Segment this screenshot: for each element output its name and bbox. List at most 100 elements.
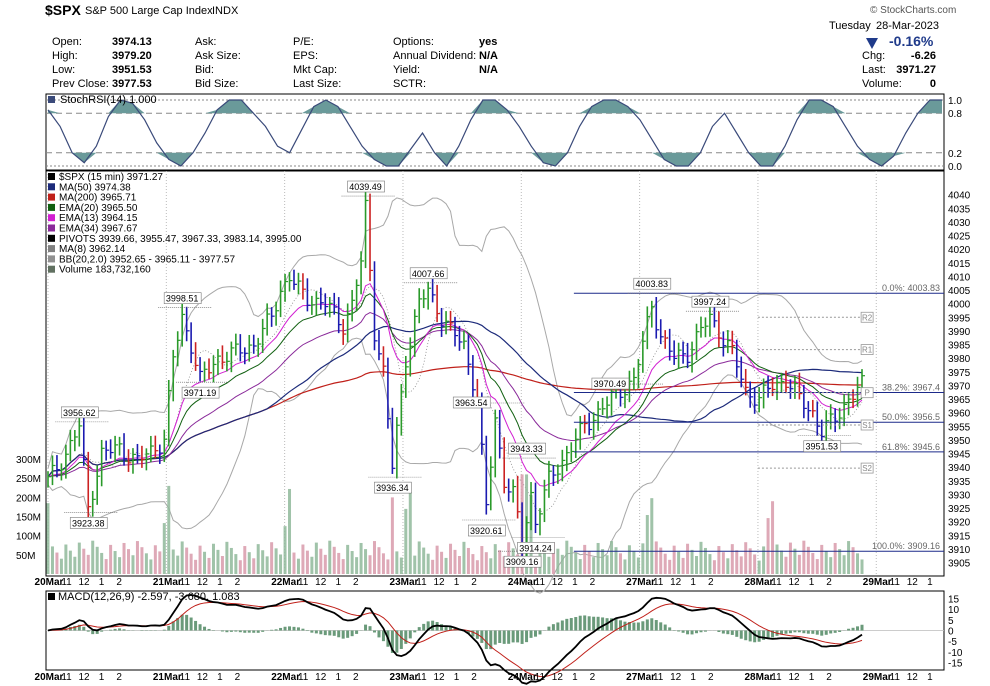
annotation-text-15: 3951.53 bbox=[805, 442, 838, 452]
volume-bar-166 bbox=[788, 542, 792, 574]
price-xlabel-32: 12 bbox=[788, 577, 800, 588]
macd-hist-bar-146 bbox=[699, 630, 703, 633]
volume-bar-38 bbox=[216, 549, 220, 574]
macd-hist-bar-144 bbox=[690, 630, 694, 635]
macd-hist-bar-136 bbox=[654, 620, 658, 631]
macd-hist-bar-59 bbox=[310, 630, 314, 633]
macd-xlabel-8: 1 bbox=[217, 672, 223, 683]
macd-hist-bar-121 bbox=[587, 616, 591, 631]
volume-bar-3 bbox=[59, 558, 63, 574]
price-tick-10: 3955 bbox=[948, 422, 971, 433]
volume-bar-133 bbox=[641, 543, 645, 574]
volume-bar-19 bbox=[131, 555, 135, 574]
volume-bar-111 bbox=[542, 550, 546, 574]
volume-bar-150 bbox=[717, 546, 721, 574]
quote-left-label-2: Low: bbox=[52, 64, 76, 76]
legend-swatch-9 bbox=[48, 265, 55, 273]
price-bar-17 bbox=[123, 433, 128, 466]
volume-bar-59 bbox=[310, 556, 314, 574]
price-bar-8 bbox=[82, 415, 87, 466]
pivot-label-1: R1 bbox=[862, 346, 873, 355]
volume-bar-25 bbox=[158, 551, 162, 574]
volume-bar-10 bbox=[91, 540, 95, 574]
quote-mid-label-0: Ask: bbox=[195, 36, 217, 48]
price-bar-42 bbox=[235, 333, 239, 356]
price-bar-79 bbox=[400, 384, 405, 436]
volume-bar-86 bbox=[431, 559, 435, 574]
macd-xlabel-23: 1 bbox=[572, 672, 578, 683]
price-bar-115 bbox=[561, 449, 566, 482]
price-bar-49 bbox=[266, 303, 271, 336]
price-bar-95 bbox=[472, 355, 476, 400]
price-tick-3: 3920 bbox=[948, 518, 971, 529]
volume-bar-80 bbox=[404, 508, 408, 574]
macd-xlabel-22: 12 bbox=[552, 672, 564, 683]
price-bar-16 bbox=[118, 436, 123, 456]
quote-right-label-0: Options: bbox=[393, 36, 434, 48]
price-panel-frame bbox=[45, 170, 945, 577]
macd-hist-bar-166 bbox=[788, 630, 792, 634]
macd-hist-bar-81 bbox=[408, 630, 412, 639]
volume-bar-135 bbox=[650, 498, 654, 574]
macd-hist-bar-120 bbox=[583, 615, 587, 631]
legend-item-0: $SPX (15 min) 3971.27 bbox=[59, 172, 163, 183]
volume-bar-151 bbox=[721, 552, 725, 574]
annotation-text-0: 3956.62 bbox=[63, 408, 96, 418]
price-bar-66 bbox=[342, 319, 347, 345]
volume-bar-101 bbox=[498, 550, 502, 574]
volume-bar-157 bbox=[748, 548, 752, 574]
price-bar-11 bbox=[96, 465, 101, 505]
volume-bar-123 bbox=[596, 542, 600, 574]
price-bar-52 bbox=[279, 280, 284, 318]
volume-bar-55 bbox=[292, 552, 296, 574]
volume-bar-126 bbox=[610, 541, 614, 574]
macd-hist-bar-182 bbox=[860, 624, 864, 631]
price-bar-37 bbox=[212, 355, 217, 383]
volume-bar-100 bbox=[493, 544, 497, 574]
macd-hist-bar-126 bbox=[610, 618, 614, 631]
macd-hist-bar-47 bbox=[256, 630, 260, 633]
volume-bar-90 bbox=[449, 543, 453, 574]
price-bar-41 bbox=[230, 341, 235, 373]
price-tick-0: 3905 bbox=[948, 559, 971, 570]
price-xlabel-13: 1 bbox=[335, 577, 341, 588]
pivot-label-3: S1 bbox=[862, 421, 872, 430]
volume-bar-69 bbox=[355, 557, 359, 574]
price-xlabel-28: 1 bbox=[690, 577, 696, 588]
price-bar-63 bbox=[328, 296, 333, 318]
price-bar-53 bbox=[284, 273, 289, 302]
macd-hist-bar-130 bbox=[627, 622, 631, 631]
price-tick-9: 3950 bbox=[948, 436, 971, 447]
price-tick-25: 4030 bbox=[948, 218, 971, 229]
price-bar-139 bbox=[668, 328, 673, 361]
price-xlabel-36: 11 bbox=[890, 577, 901, 588]
legend-item-9: Volume 183,732,160 bbox=[59, 265, 151, 276]
macd-line bbox=[47, 593, 863, 685]
annotation-text-1: 3923.38 bbox=[72, 518, 105, 528]
price-bar-54 bbox=[288, 272, 293, 292]
pivot-label-2: P bbox=[864, 389, 869, 398]
volume-bar-21 bbox=[140, 547, 144, 574]
legend-swatch-3 bbox=[48, 203, 55, 211]
price-bar-120 bbox=[583, 414, 588, 434]
legend-swatch-5 bbox=[48, 224, 55, 232]
legend-item-3: EMA(20) 3965.50 bbox=[59, 203, 138, 214]
price-bar-101 bbox=[498, 409, 503, 459]
price-bar-153 bbox=[731, 330, 736, 355]
macd-hist-bar-154 bbox=[735, 630, 739, 637]
macd-hist-bar-80 bbox=[404, 630, 408, 644]
macd-hist-bar-175 bbox=[829, 630, 833, 634]
macd-hist-bar-176 bbox=[833, 630, 837, 633]
price-tick-23: 4020 bbox=[948, 245, 971, 256]
volume-bar-158 bbox=[753, 554, 757, 574]
volume-bar-140 bbox=[672, 545, 676, 574]
price-bar-129 bbox=[624, 388, 628, 409]
price-bar-126 bbox=[610, 384, 615, 416]
legend-swatch-2 bbox=[48, 193, 55, 201]
annotation-text-7: 3963.54 bbox=[455, 398, 488, 408]
price-xlabel-9: 2 bbox=[235, 577, 241, 588]
price-bar-163 bbox=[776, 374, 781, 401]
annotation-box-11 bbox=[508, 442, 546, 455]
volume-bar-119 bbox=[578, 559, 582, 574]
